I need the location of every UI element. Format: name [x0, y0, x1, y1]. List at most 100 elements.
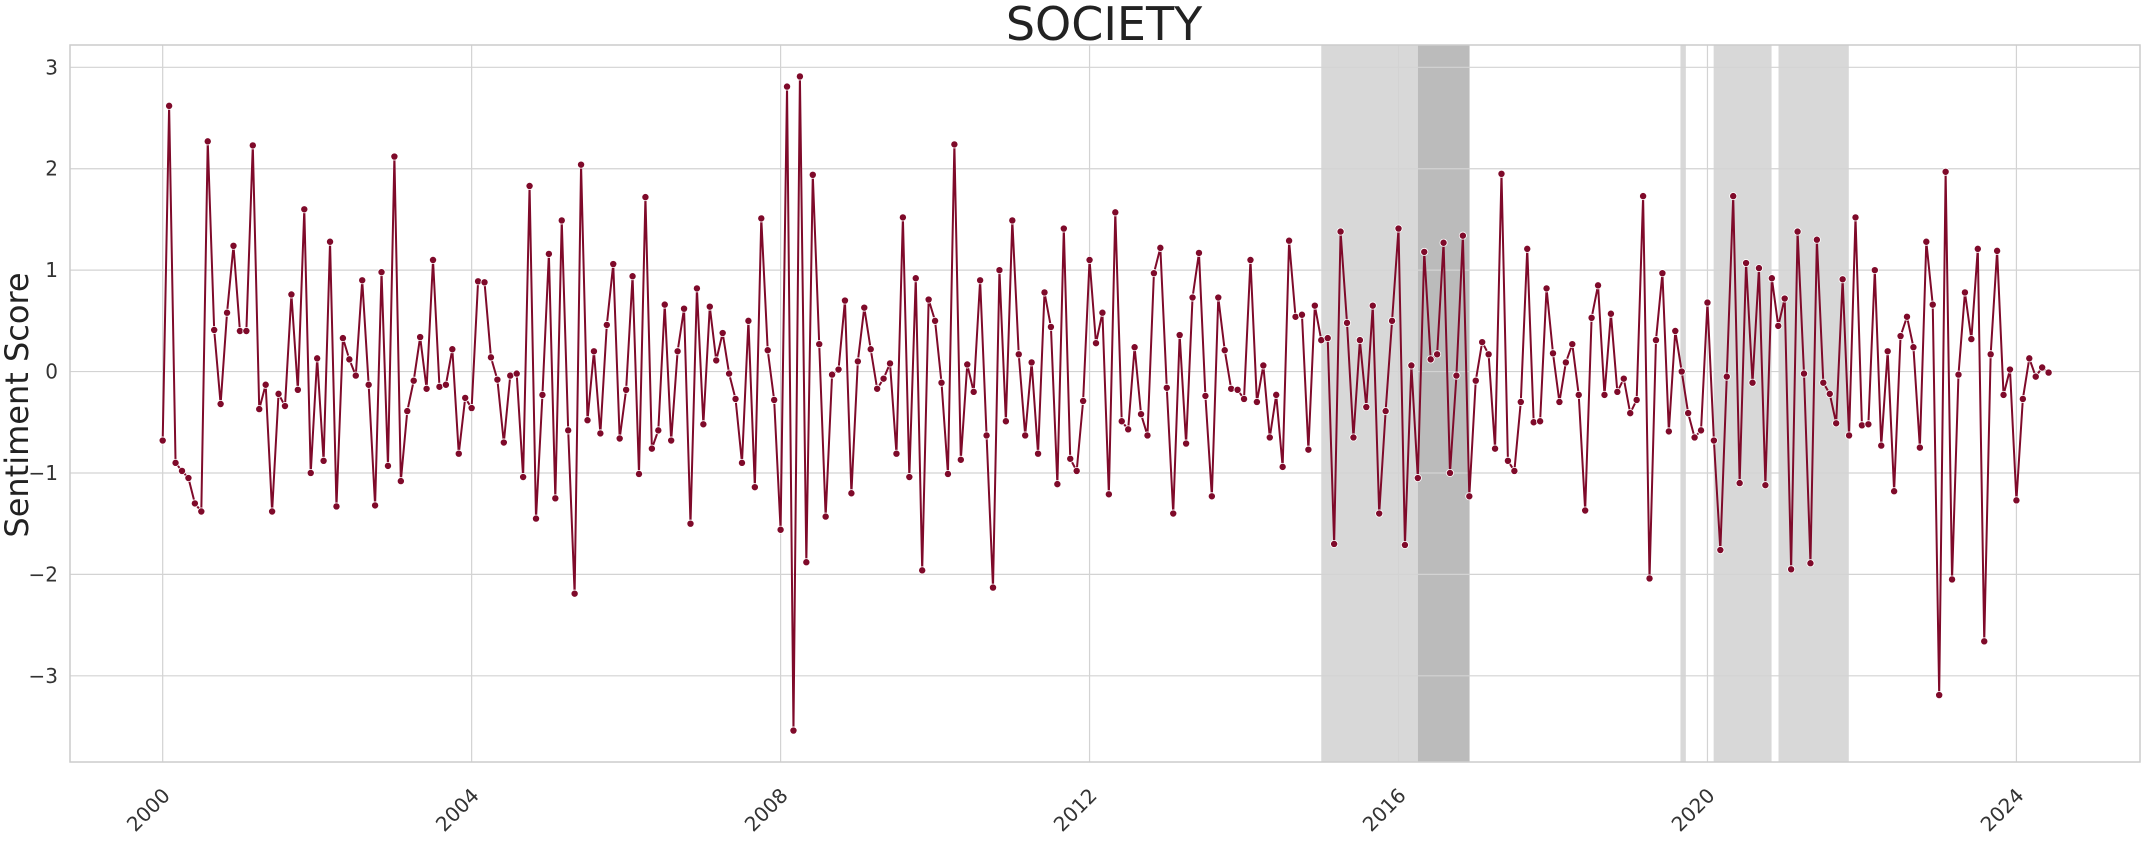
data-point [1040, 288, 1049, 297]
data-point [1729, 192, 1738, 201]
data-point [956, 455, 965, 464]
data-point [654, 426, 663, 435]
data-point [1903, 312, 1912, 321]
data-point [371, 501, 380, 510]
data-point [1639, 192, 1648, 201]
data-point [808, 170, 817, 179]
series-group [158, 72, 2053, 735]
data-point [1800, 369, 1809, 378]
data-point [1613, 387, 1622, 396]
data-point [686, 519, 695, 528]
data-point [680, 304, 689, 313]
data-point [1394, 224, 1403, 233]
data-point [943, 469, 952, 478]
data-point [1343, 318, 1352, 327]
data-point [1426, 355, 1435, 364]
data-point [860, 303, 869, 312]
data-point [1568, 340, 1577, 349]
y-tick-label: 3 [45, 55, 58, 79]
data-point [1664, 427, 1673, 436]
data-point [326, 237, 335, 246]
data-point [1941, 167, 1950, 176]
data-point [1600, 390, 1609, 399]
data-point [577, 160, 586, 169]
data-point [2044, 368, 2053, 377]
data-point [834, 365, 843, 374]
data-point [1079, 396, 1088, 405]
data-point [905, 473, 914, 482]
data-point [1722, 372, 1731, 381]
data-point [1278, 462, 1287, 471]
data-point [1336, 227, 1345, 236]
data-point [364, 380, 373, 389]
data-point [1651, 336, 1660, 345]
data-point [287, 290, 296, 299]
data-point [1246, 255, 1255, 264]
data-point [1555, 397, 1564, 406]
data-point [1169, 509, 1178, 518]
data-point [1008, 216, 1017, 225]
data-point [982, 431, 991, 440]
data-point [1967, 335, 1976, 344]
data-point [1053, 480, 1062, 489]
data-point [1272, 390, 1281, 399]
data-point [1529, 418, 1538, 427]
data-point [995, 266, 1004, 275]
data-point [1420, 247, 1429, 256]
data-point [750, 483, 759, 492]
data-point [1510, 466, 1519, 475]
x-tick-label: 2012 [1049, 783, 1102, 836]
data-point [853, 357, 862, 366]
data-point [512, 369, 521, 378]
data-point [486, 353, 495, 362]
x-tick-label: 2000 [122, 783, 175, 836]
data-point [2038, 363, 2047, 372]
data-point [1381, 407, 1390, 416]
data-point [190, 499, 199, 508]
data-point [1085, 255, 1094, 264]
data-point [1066, 454, 1075, 463]
data-point [1825, 389, 1834, 398]
data-point [1021, 431, 1030, 440]
data-point [1046, 322, 1055, 331]
data-point [551, 494, 560, 503]
data-point [937, 378, 946, 387]
data-point [1304, 445, 1313, 454]
data-point [589, 347, 598, 356]
data-point [1986, 350, 1995, 359]
data-point [1388, 316, 1397, 325]
data-point [319, 456, 328, 465]
data-point [1993, 246, 2002, 255]
y-axis-label: Sentiment Score [0, 272, 36, 537]
data-point [1754, 264, 1763, 273]
data-point [1407, 361, 1416, 370]
data-point [776, 525, 785, 534]
data-point [313, 354, 322, 363]
data-point [667, 436, 676, 445]
data-point [1182, 439, 1191, 448]
data-point [1503, 456, 1512, 465]
data-point [1883, 347, 1892, 356]
data-point [1310, 301, 1319, 310]
data-point [1915, 443, 1924, 452]
data-point [158, 436, 167, 445]
y-tick-labels: −3 −2 −1 0 1 2 3 [29, 55, 58, 687]
data-point [1478, 338, 1487, 347]
data-point [718, 329, 727, 338]
data-point [1787, 565, 1796, 574]
data-point [712, 356, 721, 365]
shaded-period-1 [1417, 45, 1470, 762]
data-point [1542, 284, 1551, 293]
data-point [1072, 466, 1081, 475]
data-point [847, 489, 856, 498]
data-point [1806, 559, 1815, 568]
data-point [390, 152, 399, 161]
data-point [229, 241, 238, 250]
data-point [737, 458, 746, 467]
data-point [1973, 244, 1982, 253]
data-point [1523, 244, 1532, 253]
data-point [345, 355, 354, 364]
data-point [1851, 213, 1860, 222]
data-point [1684, 409, 1693, 418]
